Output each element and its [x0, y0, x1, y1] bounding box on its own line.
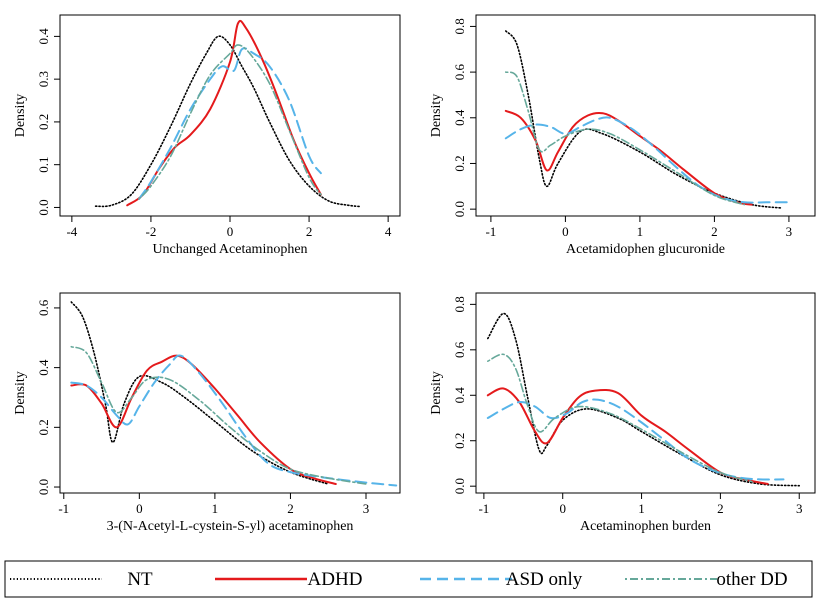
- x-tick-label: -1: [58, 501, 69, 516]
- plot-frame: [475, 14, 816, 217]
- x-tick-label: 3: [786, 224, 793, 239]
- density-panel-4: -1 0 1 2 3 0.0 0.2 0.4 0.6 0.8 Acetaminophen burde…: [429, 292, 816, 534]
- series-line-nt: [94, 35, 362, 208]
- y-tick-label: 0.0: [452, 201, 467, 217]
- x-tick-label: 2: [711, 224, 718, 239]
- x-tick-label: 0: [227, 224, 234, 239]
- legend: NT ADHD ASD only other DD: [4, 560, 813, 598]
- series-line-other-dd: [487, 353, 753, 483]
- x-tick-label: 0: [559, 501, 566, 516]
- x-tick-label: 4: [385, 224, 392, 239]
- x-tick-label: 0: [136, 501, 143, 516]
- plot-frame: [475, 292, 816, 494]
- x-tick-label: 2: [717, 501, 724, 516]
- x-tick-label: 3: [796, 501, 803, 516]
- series-line-other-dd: [138, 44, 322, 200]
- plot-frame: [59, 292, 401, 494]
- series-line-asd-only: [70, 354, 398, 487]
- y-tick-label: 0.2: [36, 419, 51, 435]
- x-tick-label: 3: [363, 501, 370, 516]
- y-axis-label: Density: [13, 371, 28, 415]
- y-tick-label: 0.8: [452, 296, 467, 312]
- series-line-other-dd: [70, 345, 367, 485]
- x-tick-label: -4: [66, 224, 77, 239]
- x-tick-label: 2: [306, 224, 313, 239]
- density-panel-3: -1 0 1 2 3 0.0 0.2 0.4 0.6 3-(N-Acetyl-L-cystein-…: [13, 292, 401, 534]
- legend-frame: [4, 560, 813, 598]
- x-tick-label: -1: [485, 224, 496, 239]
- y-tick-label: 0.6: [36, 299, 51, 316]
- x-axis-label: 3-(N-Acetyl-L-cystein-S-yl) acetaminophe…: [107, 519, 354, 534]
- y-tick-label: 0.2: [452, 155, 467, 171]
- y-axis-label: Density: [429, 94, 444, 138]
- y-tick-label: 0.3: [36, 71, 51, 87]
- x-axis-label: Acetamidophen glucuronide: [566, 242, 725, 257]
- x-tick-label: 1: [212, 501, 219, 516]
- y-tick-label: 0.2: [36, 114, 51, 130]
- x-tick-label: 2: [287, 501, 294, 516]
- x-tick-label: -2: [146, 224, 157, 239]
- y-tick-label: 0.4: [452, 387, 467, 404]
- series-line-adhd: [70, 354, 337, 485]
- density-panel-1: -4 -2 0 2 4 0.0 0.1 0.2 0.3 0.4 Unchanged Acetamin…: [13, 14, 401, 257]
- x-axis-label: Unchanged Acetaminophen: [152, 242, 307, 257]
- y-tick-label: 0.6: [452, 63, 467, 80]
- series-line-other-dd: [505, 71, 745, 206]
- y-tick-label: 0.0: [36, 199, 51, 215]
- y-tick-label: 0.1: [36, 157, 51, 173]
- legend-label: ADHD: [308, 569, 363, 590]
- x-axis-label: Acetaminophen burden: [580, 519, 711, 534]
- legend-label: other DD: [716, 569, 787, 590]
- series-line-nt: [487, 312, 800, 487]
- legend-label: ASD only: [506, 569, 583, 590]
- series-line-nt: [505, 30, 783, 209]
- y-tick-label: 0.2: [452, 433, 467, 449]
- series-line-adhd: [486, 387, 769, 485]
- legend-label: NT: [127, 569, 153, 590]
- series-line-asd-only: [138, 47, 322, 200]
- y-tick-label: 0.4: [452, 109, 467, 126]
- series-line-asd-only: [486, 398, 785, 481]
- density-panel-2: -1 0 1 2 3 0.0 0.2 0.4 0.6 0.8 Acetamidophen glucu…: [429, 14, 816, 257]
- x-tick-label: 1: [637, 224, 644, 239]
- y-tick-label: 0.6: [452, 341, 467, 358]
- y-tick-label: 0.8: [452, 18, 467, 34]
- y-tick-label: 0.4: [36, 359, 51, 376]
- y-tick-label: 0.4: [36, 28, 51, 45]
- y-tick-label: 0.0: [36, 479, 51, 495]
- x-tick-label: -1: [478, 501, 489, 516]
- y-axis-label: Density: [429, 371, 444, 415]
- series-line-nt: [70, 301, 329, 485]
- x-tick-label: 0: [562, 224, 569, 239]
- y-axis-label: Density: [13, 94, 28, 138]
- y-tick-label: 0.0: [452, 478, 467, 494]
- x-tick-label: 1: [638, 501, 645, 516]
- series-line-asd-only: [504, 116, 790, 204]
